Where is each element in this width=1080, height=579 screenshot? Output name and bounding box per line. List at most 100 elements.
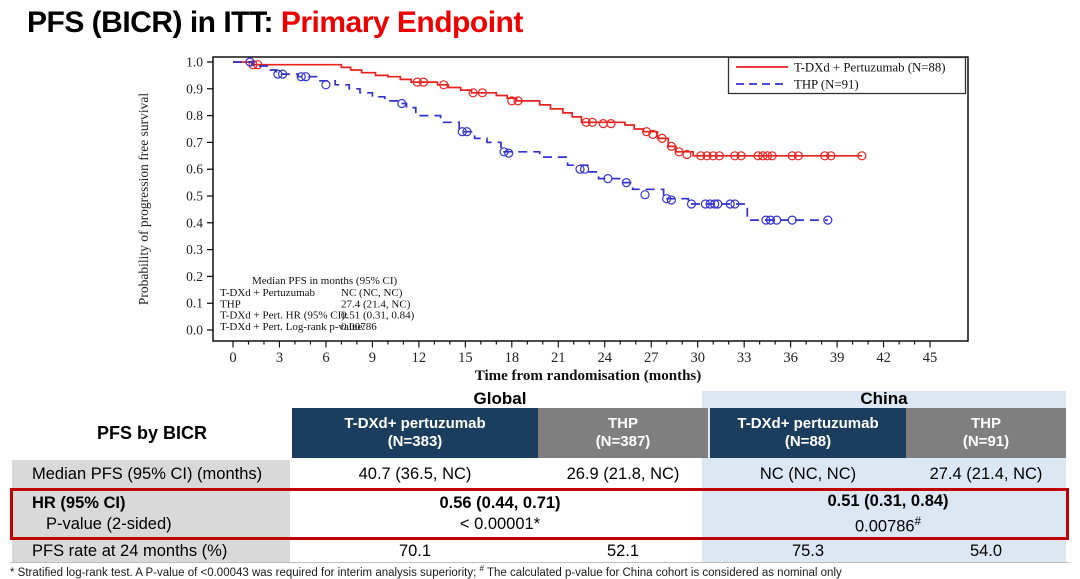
svg-text:15: 15 bbox=[458, 350, 473, 366]
censor-mark bbox=[621, 178, 632, 188]
censor-mark bbox=[761, 215, 771, 225]
svg-text:18: 18 bbox=[505, 350, 520, 366]
censor-mark bbox=[245, 57, 255, 67]
svg-text:6: 6 bbox=[322, 350, 329, 366]
censor-mark bbox=[820, 151, 830, 161]
svg-text:T-DXd + Pertuzumab (N=88): T-DXd + Pertuzumab (N=88) bbox=[794, 61, 946, 75]
series-thp bbox=[233, 57, 833, 225]
censor-mark bbox=[439, 80, 449, 90]
y-axis-title: Probability of progression free survival bbox=[136, 93, 151, 305]
censor-mark bbox=[702, 151, 712, 161]
column-header-global-thp: THP (N=387) bbox=[538, 408, 708, 458]
svg-text:0.2: 0.2 bbox=[186, 269, 203, 284]
censor-mark bbox=[418, 77, 429, 87]
censor-mark bbox=[587, 117, 598, 127]
svg-text:0.0: 0.0 bbox=[186, 323, 203, 338]
censor-mark bbox=[640, 190, 650, 200]
svg-text:0.6: 0.6 bbox=[186, 162, 203, 177]
svg-text:0.5: 0.5 bbox=[186, 189, 203, 204]
footnote: * Stratified log-rank test. A P-value of… bbox=[10, 564, 1072, 579]
censor-mark bbox=[301, 72, 311, 82]
censor-mark bbox=[736, 151, 746, 161]
svg-text:1.0: 1.0 bbox=[186, 55, 203, 70]
table-bottom-rule bbox=[10, 562, 1069, 563]
censor-mark bbox=[765, 215, 776, 225]
svg-text:42: 42 bbox=[876, 350, 891, 366]
censor-mark bbox=[507, 96, 517, 106]
censor-mark bbox=[504, 148, 514, 158]
svg-text:0.1: 0.1 bbox=[186, 296, 203, 311]
svg-text:0.7: 0.7 bbox=[186, 135, 203, 150]
cell-median-global-tdxd: 40.7 (36.5, NC) bbox=[358, 464, 472, 483]
censor-mark bbox=[641, 127, 652, 137]
svg-text:THP: THP bbox=[220, 298, 241, 310]
footnote-part2: The calculated p-value for China cohort … bbox=[483, 566, 842, 579]
plot-frame bbox=[212, 56, 969, 342]
cell-median-china-tdxd: NC (NC, NC) bbox=[759, 464, 857, 483]
x-axis-title: Time from randomisation (months) bbox=[475, 368, 702, 384]
censor-mark bbox=[725, 199, 735, 209]
censor-mark bbox=[412, 77, 422, 87]
svg-text:45: 45 bbox=[923, 350, 938, 366]
table-corner-label: PFS by BICR bbox=[96, 422, 207, 443]
svg-text:T-DXd + Pertuzumab: T-DXd + Pertuzumab bbox=[220, 287, 316, 299]
cell-rate24-global-thp: 52.1 bbox=[606, 541, 640, 560]
svg-text:NC (NC, NC): NC (NC, NC) bbox=[341, 287, 403, 299]
svg-text:12: 12 bbox=[412, 350, 427, 366]
svg-text:27.4 (21.4, NC): 27.4 (21.4, NC) bbox=[341, 298, 411, 310]
censor-mark bbox=[657, 133, 667, 143]
km-curve bbox=[233, 61, 862, 157]
censor-mark bbox=[468, 88, 478, 98]
censor-mark bbox=[462, 127, 472, 137]
row-label-pfs-rate-24m: PFS rate at 24 months (%) bbox=[12, 540, 290, 562]
row-label-median-pfs: Median PFS (95% CI) (months) bbox=[12, 460, 290, 488]
censor-mark bbox=[705, 199, 715, 209]
svg-text:24: 24 bbox=[598, 350, 613, 366]
censor-mark bbox=[499, 147, 509, 157]
svg-text:27: 27 bbox=[644, 350, 659, 366]
svg-text:21: 21 bbox=[551, 350, 566, 366]
censor-mark bbox=[666, 195, 677, 205]
censor-mark bbox=[730, 151, 740, 161]
svg-text:0.51 (0.31, 0.84): 0.51 (0.31, 0.84) bbox=[341, 310, 415, 322]
svg-text:T-DXd + Pert. Log-rank p-value: T-DXd + Pert. Log-rank p-value: bbox=[220, 321, 365, 333]
svg-text:33: 33 bbox=[737, 350, 752, 366]
censor-mark bbox=[397, 98, 407, 109]
hr-row-highlight-border bbox=[10, 488, 1069, 540]
censor-mark bbox=[758, 151, 768, 161]
y-axis: 0.0 0.1 0.2 0.3 0.4 0.5 0.6 0.7 0.8 0.9 1.0 bbox=[186, 55, 213, 338]
svg-text:0.00786: 0.00786 bbox=[341, 321, 377, 333]
page-title-black: PFS (BICR) in ITT: bbox=[27, 6, 281, 39]
cell-hr-global: 0.56 (0.44, 0.71) < 0.00001* bbox=[292, 490, 708, 538]
censor-mark bbox=[296, 72, 306, 82]
censor-mark bbox=[321, 80, 331, 90]
censor-mark bbox=[708, 151, 718, 161]
column-header-n: (N=88) bbox=[784, 433, 832, 450]
censor-mark bbox=[598, 118, 608, 129]
censor-mark bbox=[457, 127, 467, 137]
cell-rate24-china-tdxd: 75.3 bbox=[791, 541, 825, 560]
censor-mark bbox=[787, 215, 797, 225]
censor-mark bbox=[648, 129, 658, 139]
column-header-global-tdxd: T-DXd+ pertuzumab (N=383) bbox=[292, 408, 538, 458]
censor-mark bbox=[826, 151, 836, 161]
censor-mark bbox=[823, 215, 833, 225]
censor-mark bbox=[753, 151, 763, 161]
svg-text:THP (N=91): THP (N=91) bbox=[794, 78, 859, 92]
group-header-global: Global bbox=[473, 388, 527, 408]
censor-mark bbox=[579, 164, 590, 174]
svg-text:9: 9 bbox=[369, 350, 376, 366]
page-title: PFS (BICR) in ITT: Primary Endpoint bbox=[27, 6, 523, 40]
svg-text:0.3: 0.3 bbox=[186, 242, 203, 257]
svg-text:0.4: 0.4 bbox=[186, 215, 203, 230]
censor-mark bbox=[606, 118, 616, 129]
svg-text:39: 39 bbox=[830, 350, 845, 366]
footnote-part1: * Stratified log-rank test. A P-value of… bbox=[10, 566, 480, 579]
column-header-label: THP bbox=[971, 415, 1001, 432]
km-curve bbox=[233, 61, 828, 221]
censor-mark bbox=[682, 149, 692, 160]
censor-mark bbox=[700, 199, 711, 209]
footnote-sup: # bbox=[479, 564, 484, 573]
row-label-hr-pvalue: HR (95% CI) P-value (2-sided) bbox=[12, 490, 290, 538]
